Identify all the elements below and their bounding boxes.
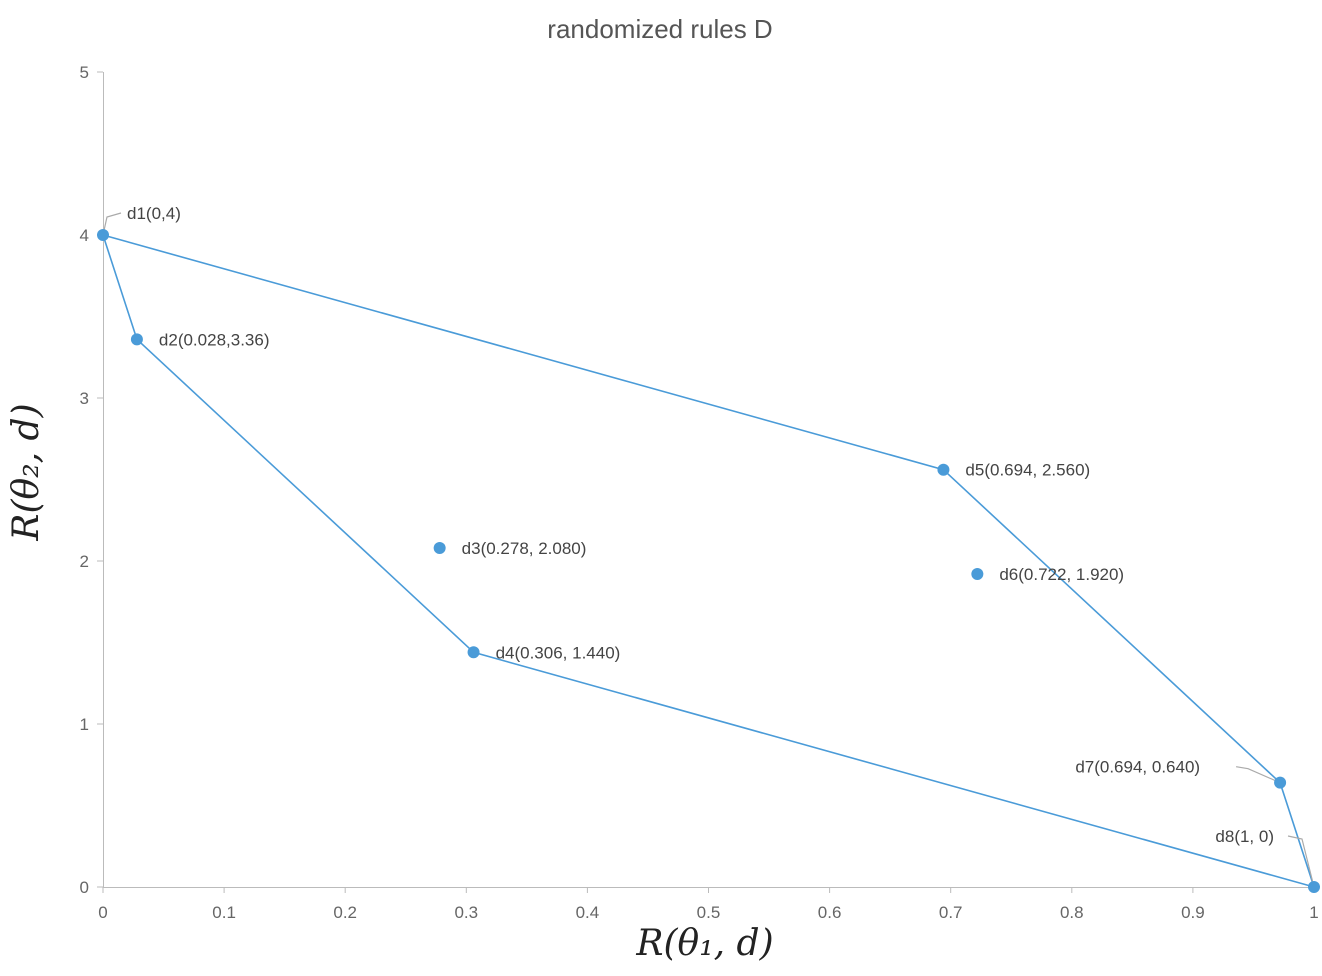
x-tick-label: 0.5	[697, 903, 721, 922]
leader-d1	[102, 212, 122, 236]
y-tick-label: 3	[80, 389, 89, 408]
label-d6: d6(0.722, 1.920)	[999, 565, 1124, 584]
y-tick-label: 2	[80, 552, 89, 571]
data-points	[97, 229, 1320, 893]
x-tick-label: 0.9	[1181, 903, 1205, 922]
label-d4: d4(0.306, 1.440)	[496, 643, 621, 662]
x-tick-label: 0.7	[939, 903, 963, 922]
label-d1: d1(0,4)	[127, 204, 181, 223]
x-tick-label: 1	[1309, 903, 1318, 922]
point-labels: d1(0,4) d2(0.028,3.36) d3(0.278, 2.080) d4(…	[127, 204, 1274, 846]
point-d8	[1308, 881, 1320, 893]
x-tick-label: 0.3	[454, 903, 478, 922]
x-tick-label: 0.1	[212, 903, 236, 922]
y-ticks: 0 1 2 3 4 5	[80, 63, 103, 897]
label-d3: d3(0.278, 2.080)	[462, 539, 587, 558]
y-tick-label: 0	[80, 878, 89, 897]
label-d7: d7(0.694, 0.640)	[1075, 758, 1200, 777]
leader-d7	[1236, 766, 1281, 784]
x-tick-label: 0.6	[818, 903, 842, 922]
x-tick-label: 0	[98, 903, 107, 922]
convex-hull-line	[102, 234, 1316, 889]
leader-d8	[1287, 835, 1315, 888]
label-leaders	[102, 212, 1315, 888]
y-tick-label: 5	[80, 63, 89, 82]
point-d4	[467, 646, 480, 659]
point-d5	[937, 463, 950, 476]
y-axis-label: R(θ₂, d)	[6, 403, 47, 541]
point-d6	[971, 568, 984, 581]
chart-title: randomized rules D	[547, 14, 772, 44]
point-d3	[433, 541, 446, 554]
point-d7	[1274, 776, 1287, 789]
x-tick-label: 0.8	[1060, 903, 1084, 922]
label-d8: d8(1, 0)	[1215, 827, 1274, 846]
x-axis-label: R(θ₁, d)	[635, 923, 773, 964]
label-d2: d2(0.028,3.36)	[159, 330, 270, 349]
x-ticks: 0 0.1 0.2 0.3 0.4 0.5 0.6 0.7 0.8 0.9 1	[98, 887, 1319, 922]
point-d2	[130, 333, 143, 346]
y-tick-label: 4	[80, 226, 89, 245]
x-tick-label: 0.2	[333, 903, 357, 922]
label-d5: d5(0.694, 2.560)	[965, 461, 1090, 480]
point-d1	[97, 229, 109, 241]
x-tick-label: 0.4	[576, 903, 600, 922]
y-tick-label: 1	[80, 715, 89, 734]
